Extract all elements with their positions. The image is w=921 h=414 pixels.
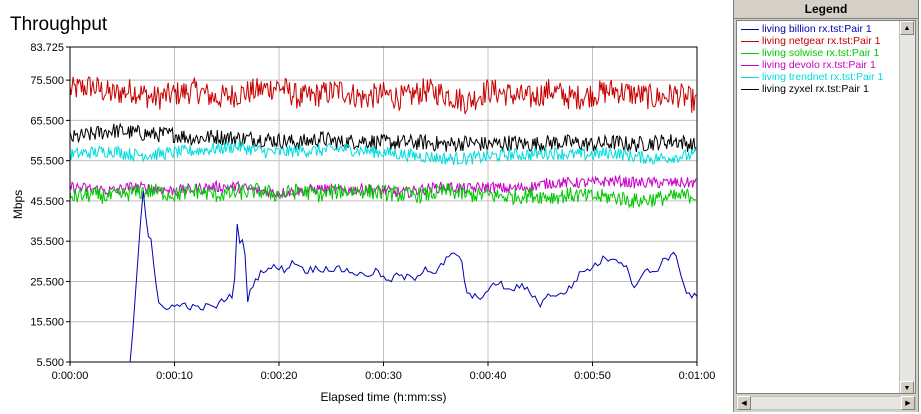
legend-item: living trendnet rx.tst:Pair 1 — [741, 71, 897, 83]
legend-item: living devolo rx.tst:Pair 1 — [741, 59, 897, 71]
x-tick-label: 0:00:30 — [365, 370, 402, 382]
y-tick-label: 75.500 — [30, 75, 64, 87]
x-tick-label: 0:00:10 — [156, 370, 193, 382]
series-line-6 — [69, 122, 697, 154]
scroll-right-arrow-icon[interactable]: ▶ — [901, 396, 915, 410]
y-tick-label: 15.500 — [30, 317, 64, 329]
y-axis-ticks: 5.500 15.500 25.500 35.500 45.500 55.500 65.50… — [30, 42, 70, 369]
legend-label: living netgear rx.tst:Pair 1 — [762, 35, 881, 47]
series-line-1 — [70, 191, 698, 363]
scroll-left-arrow-icon[interactable]: ◀ — [737, 396, 751, 410]
series-line-3 — [69, 182, 697, 209]
x-axis-ticks: 0:00:00 0:00:10 0:00:20 0:00:30 0:00:40 0:00:… — [52, 362, 716, 382]
scroll-up-arrow-icon[interactable]: ▲ — [900, 21, 914, 35]
x-tick-label: 0:00:00 — [52, 370, 89, 382]
x-tick-label: 0:01:00 — [679, 370, 716, 382]
legend-title: Legend — [734, 0, 918, 19]
legend-item: living zyxel rx.tst:Pair 1 — [741, 83, 897, 95]
chart-title: Throughput — [10, 14, 108, 35]
legend-label: living trendnet rx.tst:Pair 1 — [762, 71, 884, 83]
legend-swatch — [741, 28, 759, 30]
scroll-down-arrow-icon[interactable]: ▼ — [900, 381, 914, 393]
legend-swatch — [741, 64, 759, 66]
y-tick-label: 55.500 — [30, 156, 64, 168]
y-tick-label: 65.500 — [30, 115, 64, 127]
legend-item: living solwise rx.tst:Pair 1 — [741, 47, 897, 59]
y-tick-label: 35.500 — [30, 236, 64, 248]
legend-swatch — [741, 88, 759, 90]
legend-label: living solwise rx.tst:Pair 1 — [762, 47, 880, 59]
throughput-chart: Throughput 5.500 15.500 25.500 35.500 45.500… — [10, 14, 716, 404]
legend-list: living billion rx.tst:Pair 1 living netge… — [741, 23, 897, 95]
y-tick-label: 45.500 — [30, 196, 64, 208]
legend-label: living zyxel rx.tst:Pair 1 — [762, 83, 869, 95]
legend-panel: Legend living billion rx.tst:Pair 1 livin… — [733, 0, 919, 412]
legend-swatch — [741, 52, 759, 54]
grid — [69, 46, 698, 363]
series-line-2 — [69, 76, 697, 115]
x-tick-label: 0:00:20 — [261, 370, 298, 382]
legend-horizontal-scrollbar[interactable]: ◀ ▶ — [736, 396, 916, 410]
legend-swatch — [741, 76, 759, 78]
series-group — [69, 76, 698, 363]
y-tick-label: 83.725 — [30, 42, 64, 54]
legend-label: living devolo rx.tst:Pair 1 — [762, 59, 876, 71]
x-tick-label: 0:00:40 — [470, 370, 507, 382]
series-line-5 — [69, 140, 697, 167]
legend-label: living billion rx.tst:Pair 1 — [762, 23, 872, 35]
x-tick-label: 0:00:50 — [574, 370, 611, 382]
legend-item: living netgear rx.tst:Pair 1 — [741, 35, 897, 47]
legend-swatch — [741, 40, 759, 42]
y-tick-label: 5.500 — [36, 357, 64, 369]
chart-area: Throughput 5.500 15.500 25.500 35.500 45.500… — [10, 14, 716, 404]
legend-box: living billion rx.tst:Pair 1 living netge… — [736, 20, 916, 394]
legend-vertical-scrollbar[interactable]: ▲ ▼ — [899, 21, 915, 393]
y-axis-label: Mbps — [11, 190, 25, 219]
x-axis-label: Elapsed time (h:mm:ss) — [320, 390, 446, 404]
y-tick-label: 25.500 — [30, 276, 64, 288]
legend-item: living billion rx.tst:Pair 1 — [741, 23, 897, 35]
series-line-4 — [69, 174, 697, 199]
